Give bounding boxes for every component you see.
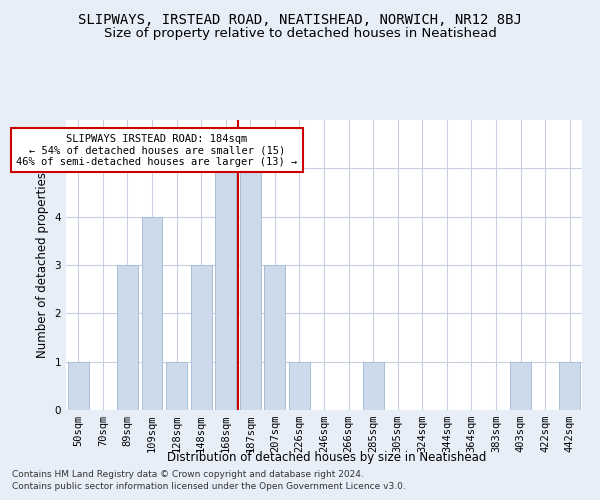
Bar: [559, 362, 580, 410]
Text: Distribution of detached houses by size in Neatishead: Distribution of detached houses by size …: [167, 451, 487, 464]
Y-axis label: Number of detached properties: Number of detached properties: [36, 172, 49, 358]
Bar: [510, 362, 531, 410]
Bar: [362, 362, 383, 410]
Bar: [68, 362, 89, 410]
Bar: [240, 168, 261, 410]
Text: Size of property relative to detached houses in Neatishead: Size of property relative to detached ho…: [104, 28, 496, 40]
Bar: [117, 265, 138, 410]
Text: SLIPWAYS, IRSTEAD ROAD, NEATISHEAD, NORWICH, NR12 8BJ: SLIPWAYS, IRSTEAD ROAD, NEATISHEAD, NORW…: [78, 12, 522, 26]
Bar: [215, 168, 236, 410]
Text: SLIPWAYS IRSTEAD ROAD: 184sqm
← 54% of detached houses are smaller (15)
46% of s: SLIPWAYS IRSTEAD ROAD: 184sqm ← 54% of d…: [16, 134, 298, 166]
Text: Contains public sector information licensed under the Open Government Licence v3: Contains public sector information licen…: [12, 482, 406, 491]
Bar: [265, 265, 286, 410]
Bar: [191, 265, 212, 410]
Bar: [142, 216, 163, 410]
Text: Contains HM Land Registry data © Crown copyright and database right 2024.: Contains HM Land Registry data © Crown c…: [12, 470, 364, 479]
Bar: [289, 362, 310, 410]
Bar: [166, 362, 187, 410]
